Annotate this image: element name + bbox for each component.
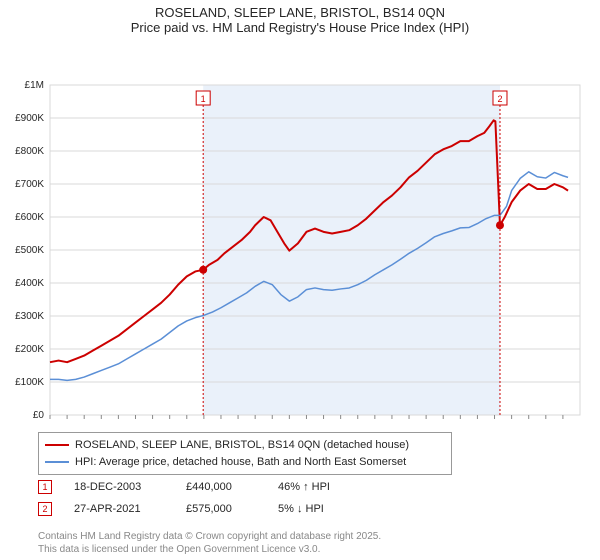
transaction-date: 27-APR-2021 xyxy=(74,503,164,515)
copyright-line2: This data is licensed under the Open Gov… xyxy=(38,543,381,556)
svg-text:£0: £0 xyxy=(33,410,45,421)
svg-text:£300K: £300K xyxy=(15,311,44,322)
legend-row-hpi: HPI: Average price, detached house, Bath… xyxy=(45,454,445,471)
svg-text:£800K: £800K xyxy=(15,146,44,157)
svg-text:£500K: £500K xyxy=(15,245,44,256)
price-line-chart: £0 £100K £200K £300K £400K £500K £600K £700K £80… xyxy=(0,35,600,421)
svg-text:£700K: £700K xyxy=(15,179,44,190)
transaction-diff: 46% ↑ HPI xyxy=(278,481,368,493)
chart-titles: ROSELAND, SLEEP LANE, BRISTOL, BS14 0QN … xyxy=(0,0,600,35)
svg-text:2: 2 xyxy=(497,94,502,104)
copyright: Contains HM Land Registry data © Crown c… xyxy=(38,530,381,556)
transaction-badge: 2 xyxy=(38,502,52,516)
transaction-badge: 1 xyxy=(38,480,52,494)
svg-text:£600K: £600K xyxy=(15,212,44,223)
transaction-price: £575,000 xyxy=(186,503,256,515)
svg-text:£200K: £200K xyxy=(15,344,44,355)
legend-row-property: ROSELAND, SLEEP LANE, BRISTOL, BS14 0QN … xyxy=(45,437,445,454)
legend-label-property: ROSELAND, SLEEP LANE, BRISTOL, BS14 0QN … xyxy=(75,437,409,454)
legend-label-hpi: HPI: Average price, detached house, Bath… xyxy=(75,454,406,471)
legend-swatch-hpi xyxy=(45,461,69,463)
copyright-line1: Contains HM Land Registry data © Crown c… xyxy=(38,530,381,543)
transaction-diff: 5% ↓ HPI xyxy=(278,503,368,515)
svg-text:£900K: £900K xyxy=(15,113,44,124)
transaction-table: 1 18-DEC-2003 £440,000 46% ↑ HPI 2 27-AP… xyxy=(38,476,368,520)
transaction-row: 2 27-APR-2021 £575,000 5% ↓ HPI xyxy=(38,498,368,520)
svg-text:£1M: £1M xyxy=(25,80,44,91)
transaction-price: £440,000 xyxy=(186,481,256,493)
title-line2: Price paid vs. HM Land Registry's House … xyxy=(0,20,600,35)
legend: ROSELAND, SLEEP LANE, BRISTOL, BS14 0QN … xyxy=(38,432,452,475)
svg-text:£400K: £400K xyxy=(15,278,44,289)
svg-text:1: 1 xyxy=(201,94,206,104)
transaction-date: 18-DEC-2003 xyxy=(74,481,164,493)
legend-swatch-property xyxy=(45,444,69,446)
transaction-row: 1 18-DEC-2003 £440,000 46% ↑ HPI xyxy=(38,476,368,498)
title-line1: ROSELAND, SLEEP LANE, BRISTOL, BS14 0QN xyxy=(0,5,600,20)
svg-text:£100K: £100K xyxy=(15,377,44,388)
